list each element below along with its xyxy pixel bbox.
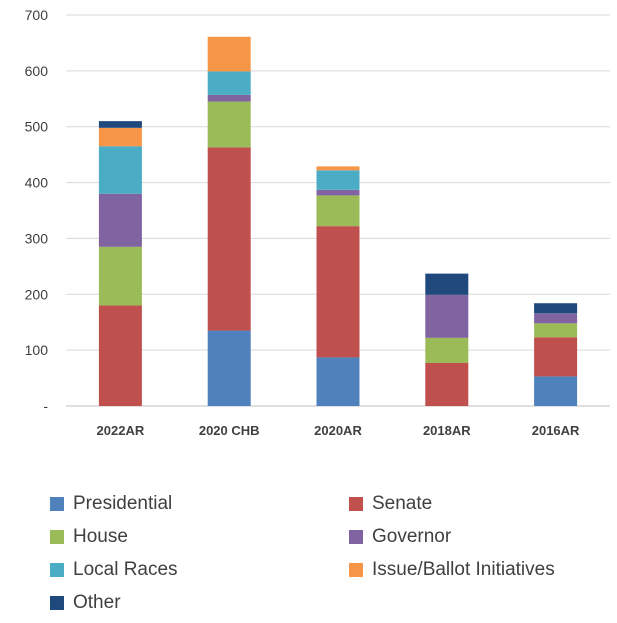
bar-segment-issue-ballot-initiatives — [98, 127, 142, 147]
bar-segment-house — [316, 195, 360, 227]
legend-label: Presidential — [73, 493, 173, 514]
bar-segment-governor — [316, 189, 360, 196]
y-tick-label: 400 — [25, 175, 49, 191]
y-tick-label: 300 — [25, 230, 49, 246]
legend-item: House — [50, 525, 128, 549]
bar-segment-senate — [98, 305, 142, 406]
bar-segment-senate — [534, 337, 578, 377]
y-axis-ticks: - 100 200 300 400 500 600 700 — [25, 7, 49, 414]
legend-label: Other — [73, 592, 121, 613]
legend-item: Issue/Ballot Initiatives — [349, 558, 555, 582]
bar-segment-other — [534, 303, 578, 314]
bar-segment-house — [98, 246, 142, 306]
y-tick-label: 500 — [25, 119, 49, 135]
bar-segment-local-races — [316, 170, 360, 190]
legend-swatch — [50, 497, 64, 511]
y-tick-label: - — [43, 398, 48, 414]
x-axis-labels: 2022AR 2020 CHB 2020AR 2018AR 2016AR — [97, 423, 581, 438]
bar-segment-house — [534, 323, 578, 338]
x-tick-label: 2018AR — [423, 423, 471, 438]
bar-segment-other — [425, 273, 469, 295]
legend-swatch — [50, 596, 64, 610]
y-tick-label: 100 — [25, 342, 49, 358]
y-tick-label: 600 — [25, 63, 49, 79]
x-tick-label: 2016AR — [532, 423, 580, 438]
y-tick-label: 200 — [25, 286, 49, 302]
bar-segment-governor — [425, 294, 469, 338]
bar-segment-senate — [316, 226, 360, 358]
legend-item: Other — [50, 591, 121, 615]
bar-segment-governor — [98, 193, 142, 247]
bar-segment-house — [425, 337, 469, 363]
bar-segment-house — [207, 101, 251, 148]
bars — [98, 36, 578, 406]
legend-item: Senate — [349, 492, 432, 516]
legend-swatch — [50, 530, 64, 544]
legend-label: House — [73, 526, 128, 547]
bar-segment-senate — [425, 362, 469, 406]
legend-label: Governor — [372, 526, 452, 547]
legend-swatch — [349, 497, 363, 511]
legend-swatch — [50, 563, 64, 577]
x-tick-label: 2020 CHB — [199, 423, 260, 438]
x-tick-label: 2022AR — [97, 423, 145, 438]
bar-segment-senate — [207, 147, 251, 331]
bar-segment-presidential — [534, 376, 578, 406]
legend-label: Issue/Ballot Initiatives — [372, 559, 555, 580]
y-tick-label: 700 — [25, 7, 49, 23]
legend-item: Local Races — [50, 558, 178, 582]
x-tick-label: 2020AR — [314, 423, 362, 438]
legend-swatch — [349, 563, 363, 577]
bar-segment-other — [98, 121, 142, 128]
legend-label: Local Races — [73, 559, 178, 580]
legend-item: Presidential — [50, 492, 172, 516]
bar-segment-local-races — [98, 146, 142, 194]
bar-segment-governor — [534, 313, 578, 324]
legend-item: Governor — [349, 525, 451, 549]
bar-segment-local-races — [207, 71, 251, 95]
legend-label: Senate — [372, 493, 433, 514]
bar-segment-presidential — [207, 330, 251, 406]
legend-swatch — [349, 530, 363, 544]
bar-segment-issue-ballot-initiatives — [207, 36, 251, 72]
bar-segment-issue-ballot-initiatives — [316, 166, 360, 171]
bar-segment-governor — [207, 94, 251, 102]
bar-segment-presidential — [316, 357, 360, 406]
